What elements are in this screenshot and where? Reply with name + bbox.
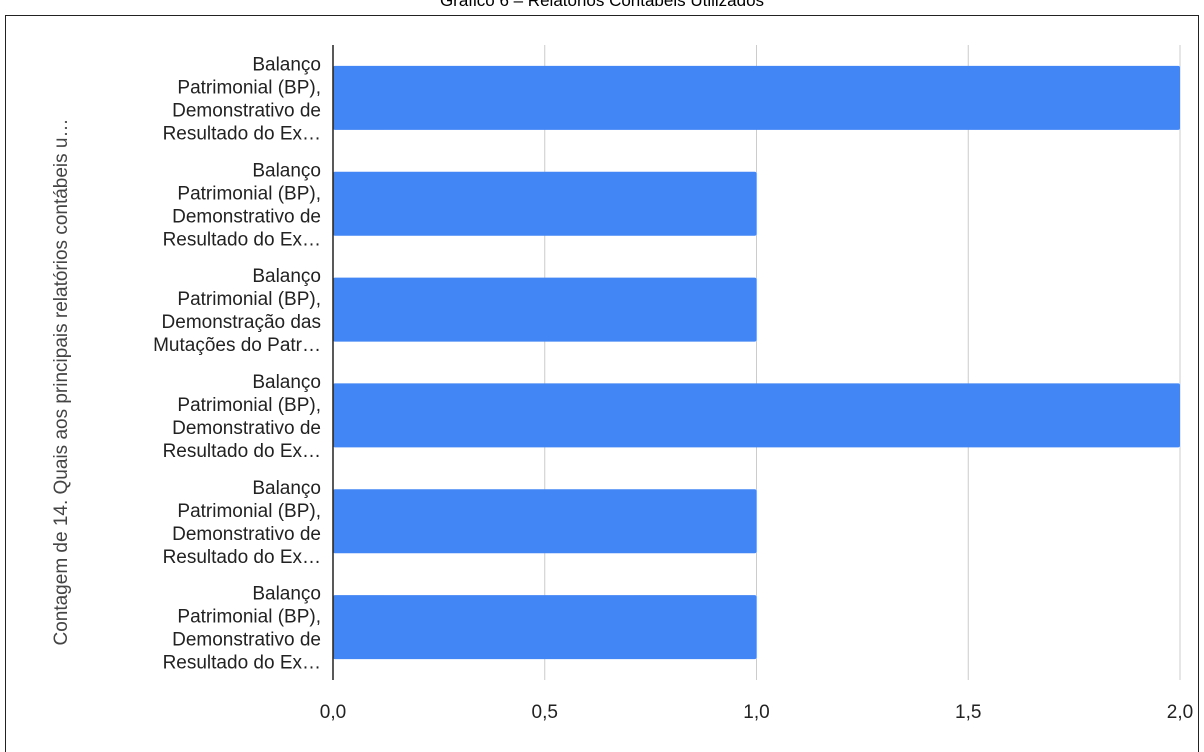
category-label-line: Patrimonial (BP), — [177, 501, 321, 522]
category-label: Balanço Patrimonial (BP), Demonstrativo de… — [163, 54, 321, 144]
bar — [333, 277, 757, 342]
category-label-line: Resultado do Ex… — [163, 547, 321, 568]
category-label-line: Demonstrativo de — [172, 206, 321, 227]
category-label-line: Patrimonial (BP), — [177, 183, 321, 204]
category-label-line: Resultado do Ex… — [163, 229, 321, 250]
category-label-line: Resultado do Ex… — [163, 123, 321, 144]
bar — [333, 383, 1180, 448]
category-label-line: Demonstração das — [162, 312, 321, 333]
bar — [333, 171, 757, 236]
category-label: Balanço Patrimonial (BP), Demonstrativo de… — [163, 478, 321, 568]
category-label: Balanço Patrimonial (BP), Demonstrativo de… — [163, 584, 321, 674]
bars — [333, 65, 1180, 660]
gridlines — [544, 45, 1181, 680]
category-label-line: Balanço — [252, 584, 321, 605]
category-label-line: Demonstrativo de — [172, 418, 321, 439]
x-tick-label: 2,0 — [1167, 702, 1193, 723]
category-label-line: Resultado do Ex… — [163, 441, 321, 462]
category-label-line: Resultado do Ex… — [163, 653, 321, 674]
category-label-line: Mutações do Patr… — [153, 335, 321, 356]
x-tick-label: 0,5 — [532, 702, 558, 723]
category-label-line: Balanço — [252, 54, 321, 75]
category-labels: Balanço Patrimonial (BP), Demonstrativo de… — [153, 54, 321, 673]
category-label-line: Patrimonial (BP), — [177, 289, 321, 310]
category-label-line: Balanço — [252, 372, 321, 393]
x-tick-labels: 0,0 0,5 1,0 1,5 2,0 — [320, 702, 1193, 723]
category-label-line: Demonstrativo de — [172, 100, 321, 121]
x-tick-label: 0,0 — [320, 702, 346, 723]
x-tick-label: 1,0 — [743, 702, 769, 723]
bar — [333, 489, 757, 554]
category-label-line: Balanço — [252, 160, 321, 181]
category-label: Balanço Patrimonial (BP), Demonstrativo de… — [163, 160, 321, 250]
category-label-line: Patrimonial (BP), — [177, 607, 321, 628]
category-label-line: Balanço — [252, 478, 321, 499]
bar — [333, 595, 757, 660]
category-label-line: Patrimonial (BP), — [177, 77, 321, 98]
x-tick-label: 1,5 — [955, 702, 981, 723]
category-label: Balanço Patrimonial (BP), Demonstrativo de… — [163, 372, 321, 462]
category-label: Balanço Patrimonial (BP), Demonstração das… — [153, 266, 321, 356]
category-label-line: Balanço — [252, 266, 321, 287]
category-label-line: Demonstrativo de — [172, 630, 321, 651]
chart-title: Gráfico 6 – Relatórios Contábeis Utiliza… — [439, 0, 765, 10]
category-label-line: Patrimonial (BP), — [177, 395, 321, 416]
bar — [333, 65, 1180, 130]
category-label-line: Demonstrativo de — [172, 524, 321, 545]
